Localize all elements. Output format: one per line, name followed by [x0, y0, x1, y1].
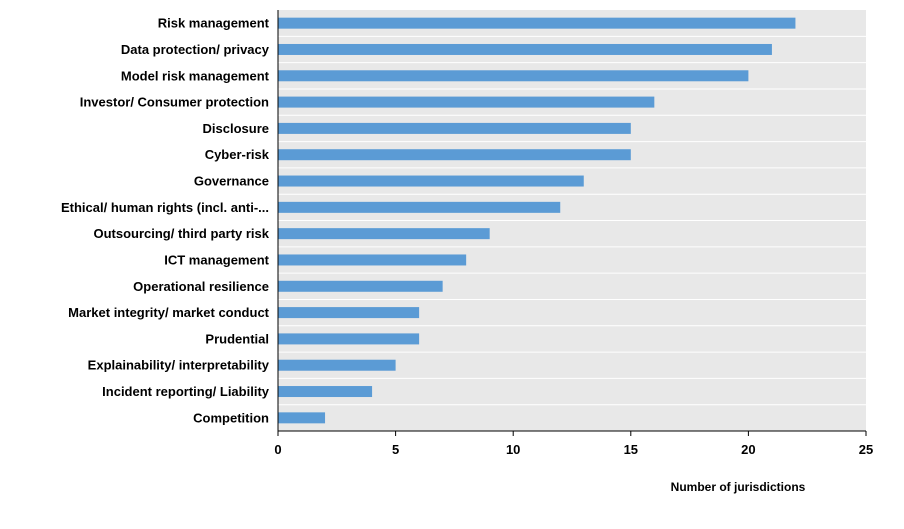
category-labels: Risk management Data protection/ privacy M…	[61, 16, 270, 426]
bar	[278, 254, 467, 266]
category-label: Outsourcing/ third party risk	[93, 226, 269, 241]
bar	[278, 201, 561, 213]
x-tick-label: 10	[506, 442, 520, 457]
bar	[278, 96, 655, 108]
gridlines	[278, 35, 866, 406]
bar	[278, 280, 443, 292]
bar	[278, 70, 749, 82]
x-axis-ticks: 0 5 10 15 20 25	[274, 431, 873, 457]
category-label: Governance	[194, 174, 269, 189]
x-tick-label: 5	[392, 442, 399, 457]
category-label: Incident reporting/ Liability	[102, 384, 270, 399]
bar	[278, 17, 796, 29]
bar	[278, 333, 420, 345]
x-tick-label: 25	[859, 442, 873, 457]
category-label: Prudential	[205, 331, 269, 346]
category-label: Competition	[193, 410, 269, 425]
bar	[278, 43, 772, 55]
bar	[278, 386, 373, 398]
bars	[278, 17, 796, 424]
bar	[278, 412, 326, 424]
x-tick-label: 20	[741, 442, 755, 457]
category-label: Risk management	[158, 16, 270, 31]
bar	[278, 307, 420, 319]
category-label: Disclosure	[203, 121, 269, 136]
category-label: Operational resilience	[133, 279, 269, 294]
category-label: ICT management	[164, 252, 269, 267]
bar	[278, 122, 631, 134]
x-tick-label: 0	[274, 442, 281, 457]
category-label: Ethical/ human rights (incl. anti-...	[61, 200, 269, 215]
category-label: Investor/ Consumer protection	[80, 95, 269, 110]
category-label: Explainability/ interpretability	[88, 358, 270, 373]
bar	[278, 149, 631, 161]
bar	[278, 359, 396, 371]
x-tick-label: 15	[624, 442, 638, 457]
bar	[278, 228, 490, 240]
category-label: Data protection/ privacy	[121, 42, 270, 57]
category-label: Cyber-risk	[205, 147, 270, 162]
category-label: Model risk management	[121, 68, 270, 83]
x-axis-title: Number of jurisdictions	[671, 480, 806, 494]
bar	[278, 175, 584, 187]
category-label: Market integrity/ market conduct	[68, 305, 269, 320]
